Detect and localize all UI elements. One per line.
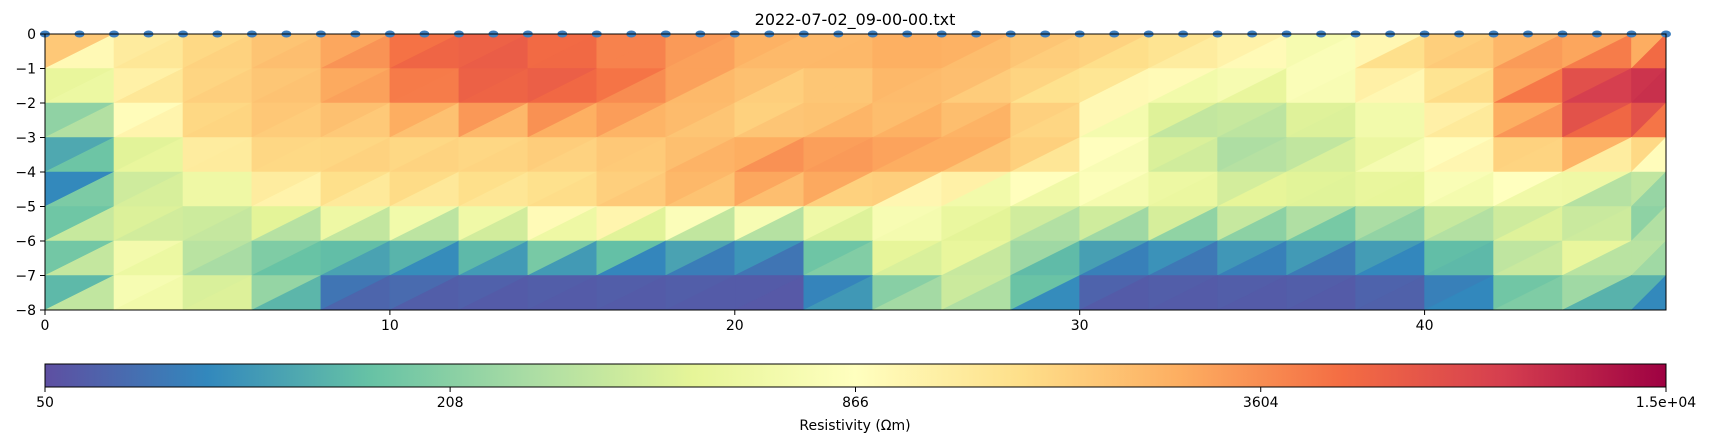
- y-tick-label: −4: [15, 165, 36, 181]
- y-tick-label: −7: [15, 269, 36, 285]
- x-axis: 0 10 20 30 40: [41, 310, 1434, 334]
- colorbar-tick-label: 866: [842, 395, 869, 411]
- colorbar-ticks: 50 208 866 3604 1.5e+04: [36, 387, 1696, 411]
- y-tick-label: −6: [15, 234, 36, 250]
- x-tick-label: 20: [726, 318, 744, 334]
- resistivity-section: [44, 33, 1667, 311]
- y-tick-label: −1: [15, 62, 36, 78]
- x-tick-label: 10: [381, 318, 399, 334]
- colorbar-label: Resistivity (Ωm): [799, 418, 910, 434]
- colorbar-tick-label: 50: [36, 395, 54, 411]
- y-tick-label: −2: [15, 96, 36, 112]
- x-tick-label: 0: [41, 318, 50, 334]
- x-tick-label: 40: [1416, 318, 1434, 334]
- colorbar-tick-label: 208: [437, 395, 464, 411]
- colorbar: [44, 363, 1667, 388]
- chart-title: 2022-07-02_09-00-00.txt: [755, 10, 956, 30]
- y-tick-label: −3: [15, 131, 36, 147]
- y-tick-label: −8: [15, 303, 36, 319]
- y-tick-label: 0: [27, 27, 36, 43]
- colorbar-tick-label: 3604: [1243, 395, 1279, 411]
- colorbar-tick-label: 1.5e+04: [1636, 395, 1697, 411]
- y-tick-label: −5: [15, 200, 36, 216]
- x-tick-label: 30: [1071, 318, 1089, 334]
- y-axis: 0 −1 −2 −3 −4 −5 −6 −7 −8: [15, 27, 45, 319]
